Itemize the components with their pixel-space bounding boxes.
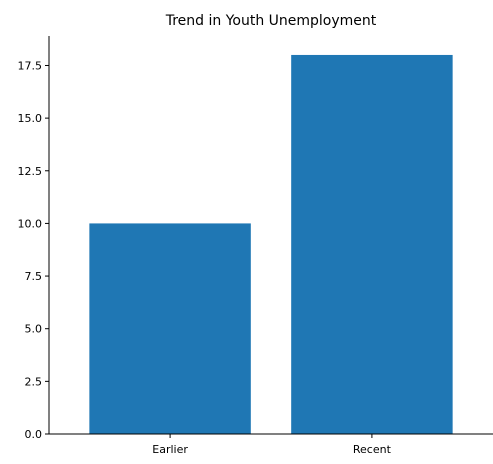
bars-layer <box>89 55 452 434</box>
chart-title: Trend in Youth Unemployment <box>165 13 377 29</box>
y-tick-label: 17.5 <box>18 59 43 72</box>
y-tick-label: 5.0 <box>25 323 43 336</box>
y-tick-label: 10.0 <box>18 217 43 230</box>
y-tick-label: 15.0 <box>18 112 43 125</box>
y-tick-label: 12.5 <box>18 165 43 178</box>
x-tick-label: Recent <box>353 443 392 456</box>
y-tick-label: 2.5 <box>25 375 43 388</box>
bar-earlier <box>89 223 250 434</box>
x-tick-label: Earlier <box>152 443 188 456</box>
y-tick-label: 7.5 <box>25 270 43 283</box>
bar-recent <box>291 55 452 434</box>
y-tick-label: 0.0 <box>25 428 43 441</box>
